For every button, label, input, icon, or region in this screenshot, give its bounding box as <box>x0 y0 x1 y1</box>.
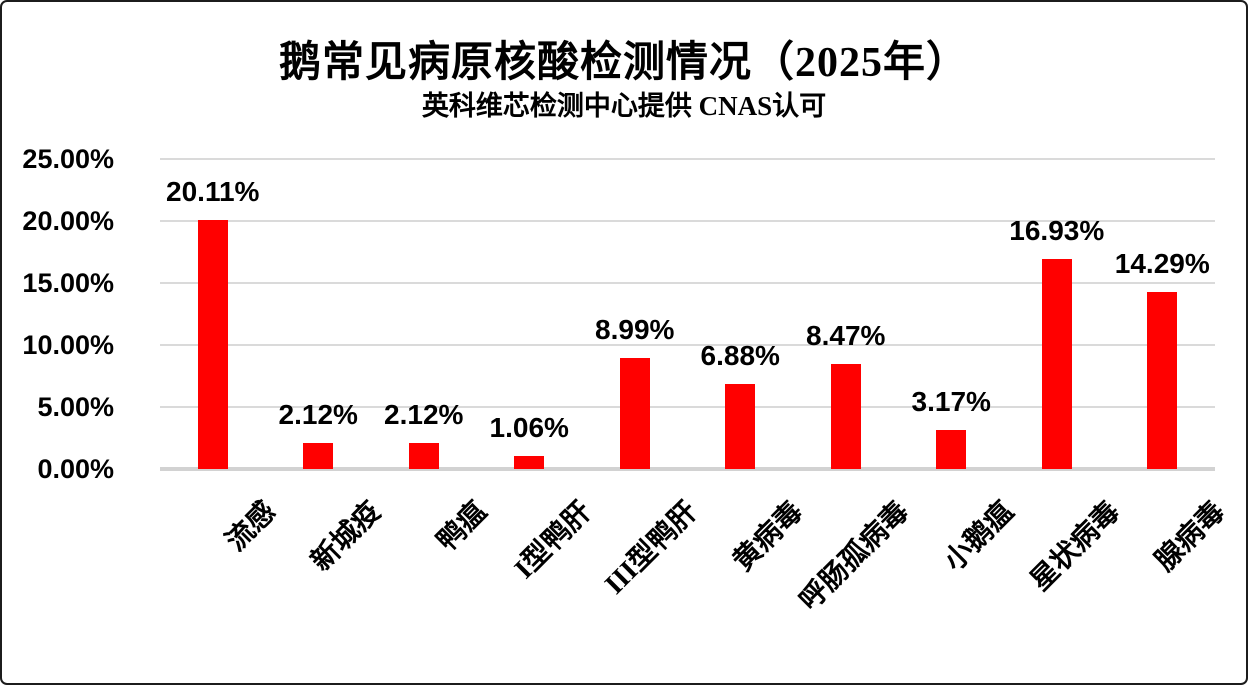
gridline <box>160 406 1215 408</box>
chart-title: 鹅常见病原核酸检测情况（2025年） <box>278 40 969 86</box>
value-label-3: 1.06% <box>489 412 569 443</box>
bar-5 <box>725 384 756 469</box>
x-category-label-1: 新城疫 <box>305 495 388 578</box>
gridline <box>160 158 1215 160</box>
value-label-0: 20.11% <box>166 176 260 207</box>
y-tick-label: 15.00% <box>22 268 114 298</box>
bar-4 <box>619 358 650 469</box>
bar-8 <box>1041 259 1072 469</box>
x-category-label-3: I型鸭肝 <box>509 495 599 585</box>
bar-0 <box>197 220 228 469</box>
gridline <box>160 282 1215 284</box>
chart-subtitle: 英科维芯检测中心提供 CNAS认可 <box>421 91 827 121</box>
x-category-label-5: 黄病毒 <box>727 495 810 578</box>
value-label-7: 3.17% <box>911 386 991 417</box>
y-tick-label: 10.00% <box>22 330 114 360</box>
y-tick-label: 25.00% <box>22 144 114 174</box>
bar-6 <box>830 364 861 469</box>
bar-2 <box>408 443 439 469</box>
value-label-4: 8.99% <box>595 314 675 345</box>
plot-area: 20.11% 2.12% 2.12% 1.06% 8.99% 6.88% 8.47% 3.17… <box>160 158 1215 471</box>
bar-3 <box>514 456 545 469</box>
value-label-8: 16.93% <box>1009 215 1105 246</box>
value-label-5: 6.88% <box>700 340 780 371</box>
x-category-label-4: III型鸭肝 <box>599 495 704 601</box>
gridline <box>160 220 1215 222</box>
value-label-6: 8.47% <box>806 320 886 351</box>
value-label-2: 2.12% <box>384 399 464 430</box>
x-category-label-9: 腺病毒 <box>1149 495 1232 578</box>
bar-1 <box>303 443 334 469</box>
x-category-label-0: 流感 <box>220 495 282 558</box>
bar-9 <box>1147 292 1178 469</box>
x-category-label-2: 鸭瘟 <box>431 495 493 558</box>
gridline <box>160 344 1215 346</box>
bar-7 <box>936 430 967 469</box>
y-tick-label: 0.00% <box>37 454 114 484</box>
x-category-label-8: 星状病毒 <box>1024 495 1126 598</box>
y-tick-label: 20.00% <box>22 206 114 236</box>
y-tick-label: 5.00% <box>37 392 114 422</box>
value-label-9: 14.29% <box>1114 248 1210 279</box>
value-label-1: 2.12% <box>278 399 358 430</box>
x-category-label-6: 呼肠孤病毒 <box>793 495 915 617</box>
x-axis-line <box>160 467 1215 471</box>
x-category-label-7: 小鹅瘟 <box>938 495 1021 578</box>
